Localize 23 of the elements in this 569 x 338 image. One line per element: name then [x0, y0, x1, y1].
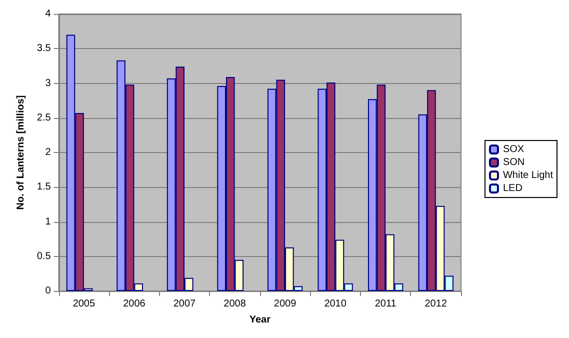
legend-label: SON — [502, 157, 525, 168]
y-tick-label: 1 — [45, 216, 52, 228]
x-tick-label: 2005 — [72, 298, 96, 310]
legend-label: SOX — [502, 144, 524, 155]
x-tick-label: 2008 — [224, 298, 246, 310]
legend-label: White Light — [502, 170, 554, 181]
y-tick-label: 2 — [45, 147, 52, 158]
y-tick-label: 3 — [45, 78, 52, 89]
x-tick-label: 2007 — [173, 298, 196, 310]
y-tick-label: 4 — [45, 8, 52, 20]
y-tick-label: 0.5 — [36, 250, 52, 262]
y-tick-label: 2.5 — [36, 112, 52, 124]
y-tick-label: 3.5 — [36, 43, 52, 54]
y-axis-title: No. of Lanterns [millios] — [16, 95, 26, 210]
x-axis-title: Year — [249, 314, 271, 326]
y-tick-label: 0 — [45, 286, 52, 296]
x-tick-label: 2006 — [123, 298, 146, 310]
x-tick-label: 2012 — [424, 298, 448, 310]
x-tick-label: 2010 — [324, 298, 347, 310]
x-tick-label: 2011 — [374, 298, 397, 310]
x-tick-label: 2009 — [274, 298, 297, 310]
y-tick-label: 1.5 — [36, 182, 52, 193]
legend-label: LED — [502, 183, 522, 194]
